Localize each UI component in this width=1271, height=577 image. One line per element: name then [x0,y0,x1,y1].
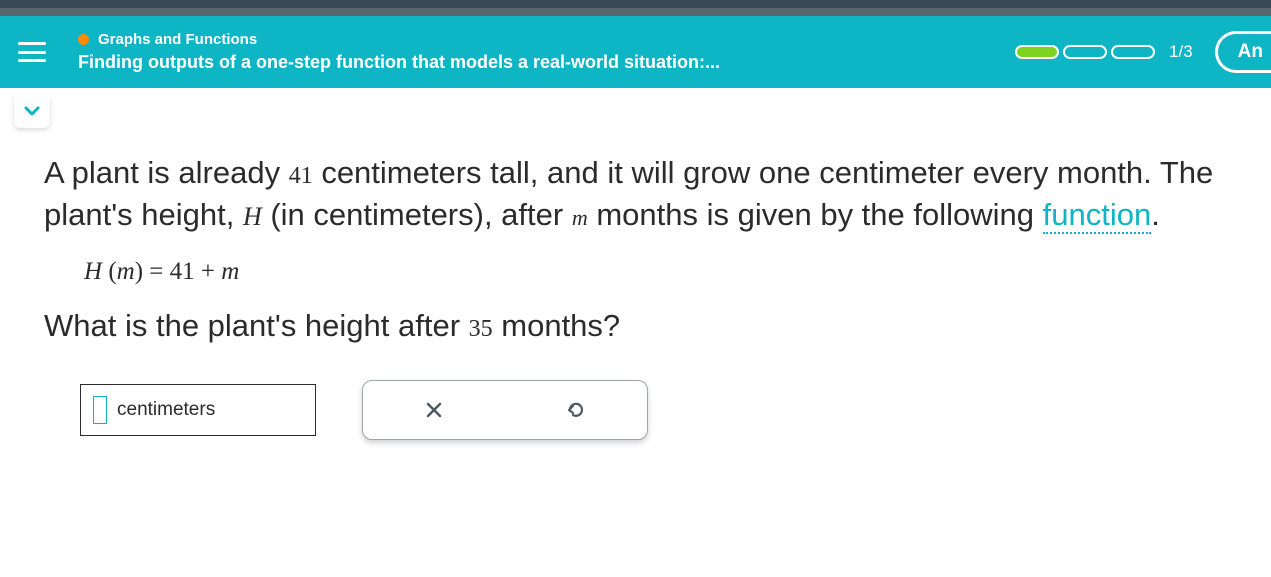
eq-variable: m [221,258,239,285]
problem-content: A plant is already 41 centimeters tall, … [0,88,1271,440]
eq-H: H [84,258,102,285]
progress-pill-2 [1063,45,1107,59]
answer-unit: centimeters [117,399,215,421]
answer-pill-label: An [1238,41,1263,63]
breadcrumb-text[interactable]: Graphs and Functions [98,31,257,48]
answer-box[interactable]: centimeters [80,384,316,436]
eq-close-paren: ) [135,258,143,285]
text-segment: A plant is already [44,155,289,190]
header-titles: Graphs and Functions Finding outputs of … [64,31,1015,73]
progress-label: 1/3 [1169,42,1193,62]
undo-icon [565,399,587,421]
tool-panel [362,380,648,440]
progress-group: 1/3 [1015,42,1193,62]
text-segment: (in centimeters), after [262,197,572,232]
eq-m: m [117,258,135,285]
eq-equals: = [143,258,170,285]
progress-pills [1015,45,1155,59]
months-value: 35 [469,316,493,342]
menu-button-wrap [0,16,64,88]
lesson-title: Finding outputs of a one-step function t… [78,52,1015,73]
text-segment: . [1151,197,1160,232]
answer-pill-button[interactable]: An [1215,31,1271,73]
breadcrumb-dot-icon [78,34,89,45]
question-line: What is the plant's height after 35 mont… [44,304,1271,344]
chevron-down-icon [22,101,42,121]
function-glossary-link[interactable]: function [1043,197,1152,234]
variable-H: H [243,202,262,231]
clear-button[interactable] [414,390,454,430]
lesson-header: Graphs and Functions Finding outputs of … [0,16,1271,88]
hamburger-menu-icon[interactable] [18,42,46,62]
breadcrumb-row: Graphs and Functions [78,31,1015,48]
answer-row: centimeters [44,344,1271,440]
eq-plus: + [195,258,222,285]
eq-constant: 41 [170,258,195,285]
close-icon [424,400,444,420]
collapse-toggle[interactable] [14,94,50,128]
window-top-bar-dark [0,0,1271,8]
eq-open-paren: ( [102,258,117,285]
header-right: 1/3 An [1015,31,1271,73]
progress-pill-1 [1015,45,1059,59]
answer-input[interactable] [93,396,107,424]
function-equation: H (m) = 41 + m [44,236,1271,304]
text-segment: What is the plant's height after [44,308,469,343]
problem-paragraph: A plant is already 41 centimeters tall, … [44,152,1271,236]
text-segment: months is given by the following [588,197,1043,232]
initial-height-value: 41 [289,163,313,189]
window-top-bar-light [0,8,1271,16]
variable-m: m [572,205,588,230]
undo-button[interactable] [556,390,596,430]
progress-pill-3 [1111,45,1155,59]
text-segment: months? [493,308,621,343]
